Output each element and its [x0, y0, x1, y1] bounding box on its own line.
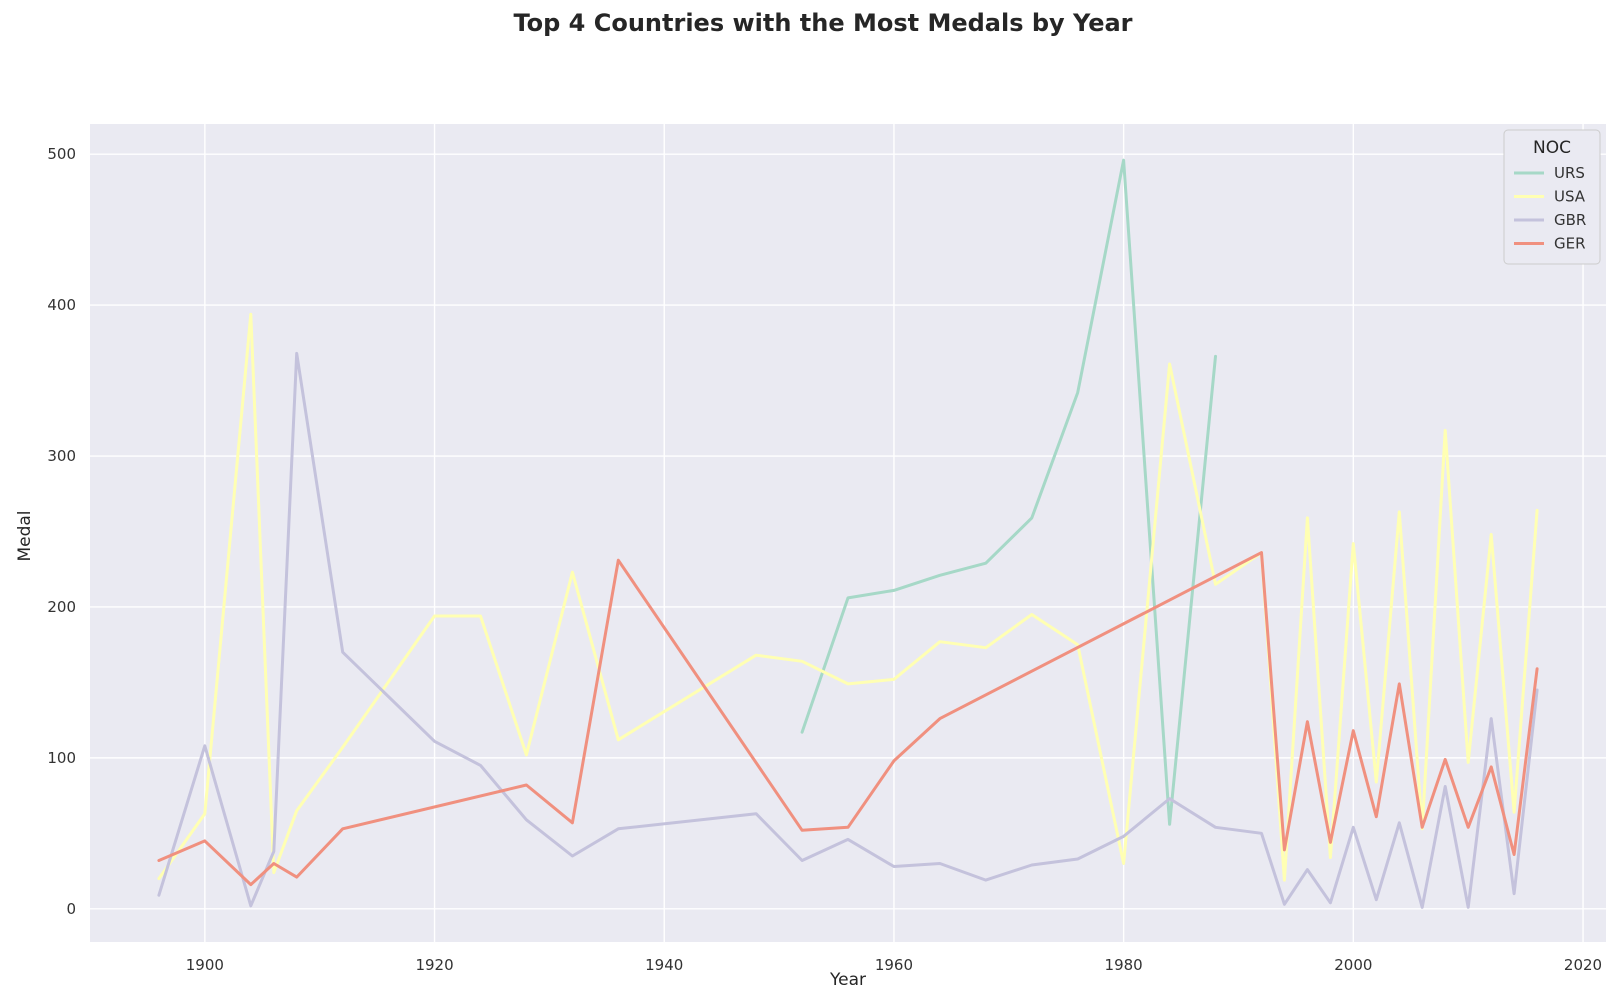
series-line-gbr [157, 351, 1539, 909]
series-line-ger [157, 551, 1539, 887]
y-tick-label: 0 [66, 900, 76, 918]
legend-label-ger: GER [1554, 235, 1586, 253]
legend-label-gbr: GBR [1554, 211, 1586, 229]
x-tick-label: 1960 [875, 956, 913, 974]
x-axis-label: Year [829, 970, 866, 990]
legend-label-usa: USA [1554, 188, 1586, 206]
legend-title: NOC [1533, 138, 1571, 158]
x-axis-ticks: 1900 1920 1940 1960 1980 2000 2020 [186, 956, 1602, 974]
plot-area [90, 124, 1606, 942]
gridlines [90, 124, 1606, 942]
chart-title: Top 4 Countries with the Most Medals by … [513, 9, 1132, 37]
series-line-urs [800, 158, 1217, 826]
series-line-usa [157, 312, 1539, 882]
legend: NOC URS USA GBR GER [1503, 129, 1601, 265]
y-tick-label: 200 [47, 598, 76, 616]
y-tick-label: 400 [47, 296, 76, 314]
y-tick-label: 100 [47, 749, 76, 767]
x-tick-label: 2020 [1564, 956, 1602, 974]
x-tick-label: 1980 [1105, 956, 1143, 974]
y-tick-label: 500 [47, 145, 76, 163]
y-axis-ticks: 0 100 200 300 400 500 [47, 145, 76, 918]
x-tick-label: 1940 [645, 956, 683, 974]
x-tick-label: 2000 [1334, 956, 1372, 974]
y-tick-label: 300 [47, 447, 76, 465]
legend-label-urs: URS [1554, 164, 1585, 182]
legend-frame [1503, 129, 1601, 265]
x-tick-label: 1920 [415, 956, 453, 974]
series-lines [157, 158, 1539, 909]
y-axis-label: Medal [15, 510, 35, 561]
x-tick-label: 1900 [186, 956, 224, 974]
